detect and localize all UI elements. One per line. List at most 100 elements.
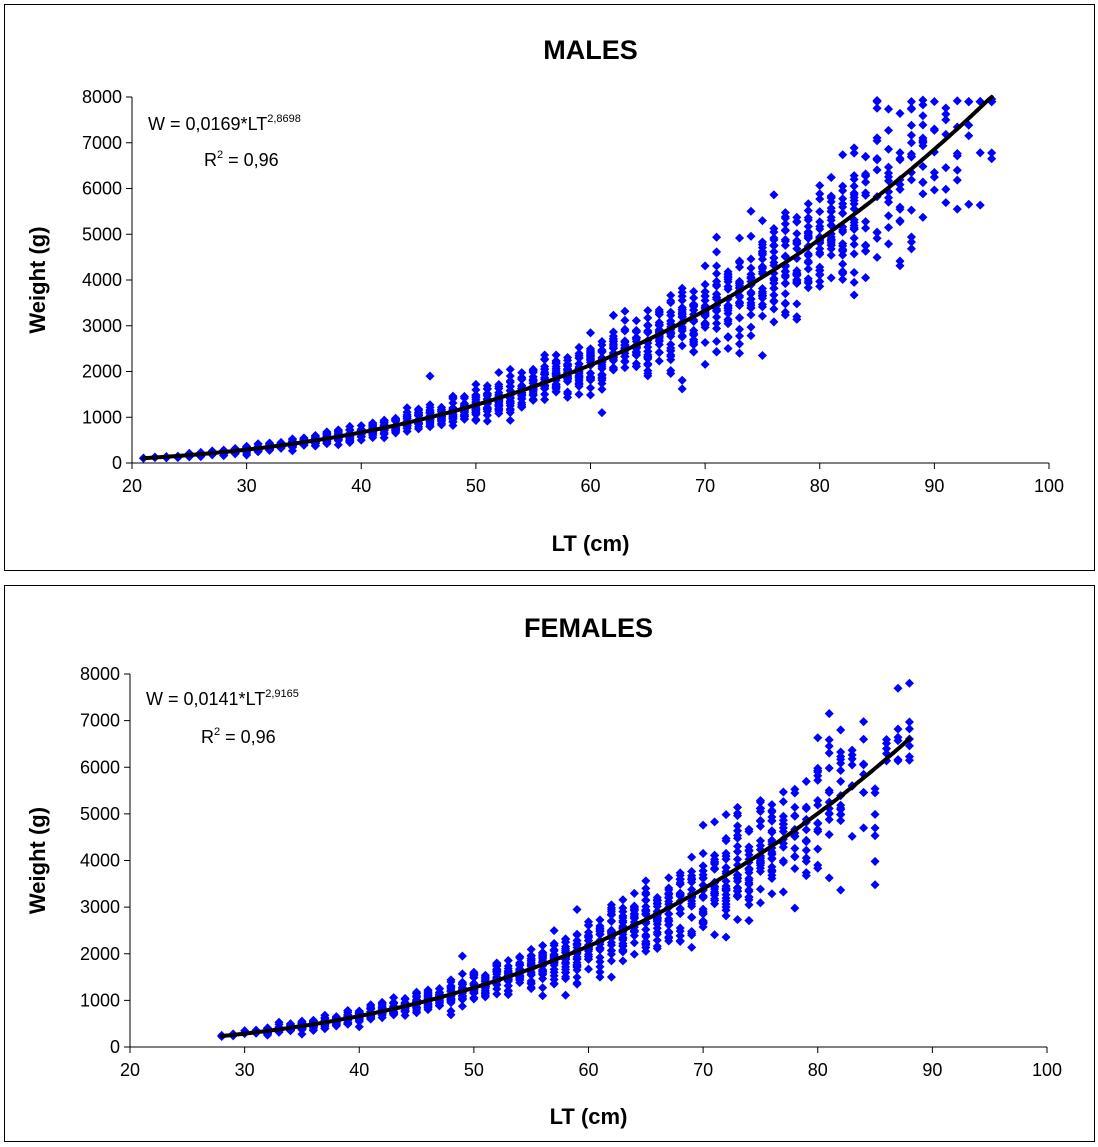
data-point [631,347,641,357]
data-point [574,359,584,369]
data-point [712,247,722,257]
data-point [469,993,479,1003]
y-tick-label: 0 [112,453,122,473]
data-point [666,316,676,326]
data-point [563,387,573,397]
data-point [572,904,582,915]
data-point [654,321,664,331]
data-point [872,103,882,113]
data-point [929,185,939,195]
data-point [664,892,674,902]
data-point [666,296,676,306]
x-axis-label: LT (cm) [552,531,630,556]
data-point [803,215,813,225]
data-point [746,269,756,279]
data-point [585,344,596,354]
x-tick-label: 50 [464,1060,484,1080]
data-point [746,206,756,216]
data-point [643,360,653,370]
data-point [849,249,859,259]
data-point [551,357,561,367]
data-point [698,893,708,903]
data-point [861,246,871,256]
data-point [503,961,513,971]
data-point [732,841,743,851]
data-point [446,1006,456,1016]
data-point [583,949,594,959]
data-point [471,385,481,395]
data-point [494,367,504,378]
data-point [712,261,722,271]
data-point [574,379,584,389]
data-point [664,873,674,883]
data-point [847,760,857,770]
data-point [801,871,811,881]
data-point [895,217,905,227]
data-point [861,151,871,161]
data-point [700,261,710,271]
data-point [732,847,743,857]
data-point [618,956,628,966]
data-point [838,194,848,204]
data-point [734,339,745,349]
data-point [687,912,697,923]
data-point [757,350,767,361]
data-point [883,144,894,154]
y-tick-label: 3000 [80,897,120,917]
data-point [824,709,834,719]
data-point [641,895,651,905]
data-point [583,964,594,974]
data-point [574,389,584,399]
data-point [631,362,641,372]
r-squared-value: = 0,96 [220,727,276,747]
data-point [813,818,823,828]
data-point [732,883,743,893]
data-point [574,374,584,384]
data-point [687,873,697,883]
females-chart-panel: FEMALES 0 1000 2000 3000 4000 5000 6000 7000 8000… [4,585,1095,1142]
x-tick-label: 70 [695,476,715,496]
data-point [746,263,756,273]
data-point [549,967,559,977]
data-point [689,287,699,297]
data-point [941,198,951,208]
data-point [952,204,962,214]
data-point [778,857,788,867]
y-tick-label: 1000 [82,407,122,427]
data-point [778,811,788,821]
chart-title: MALES [543,35,638,65]
data-point [641,930,651,940]
females-scatter-chart: FEMALES 0 1000 2000 3000 4000 5000 6000 7000 8000… [25,613,1062,1129]
equation-label: W = 0,0141*LT2,9165 [146,688,299,709]
data-point [964,97,974,107]
data-point [790,864,800,874]
y-tick-label: 3000 [82,316,122,336]
data-point [561,974,571,984]
data-point [457,979,467,989]
data-point [620,326,630,336]
data-point [712,269,722,279]
data-point [641,925,651,935]
data-point [755,884,765,894]
data-point [620,315,630,325]
data-point [732,915,743,925]
x-tick-label: 30 [235,1060,255,1080]
data-point [528,366,538,376]
data-point [815,180,825,191]
data-point [755,816,765,826]
data-point [664,883,674,893]
data-point [606,945,616,955]
data-point [767,889,777,899]
data-point [904,678,914,688]
data-point [849,290,859,300]
data-point [629,938,639,948]
data-point [538,983,548,993]
data-point [964,131,974,141]
equation-label: W = 0,0169*LT2,8698 [148,113,301,134]
y-tick-label: 4000 [80,851,120,871]
data-point [574,348,584,359]
data-point [815,207,825,217]
data-point [859,787,869,798]
x-axis-label: LT (cm) [550,1104,628,1129]
data-point [744,916,754,926]
